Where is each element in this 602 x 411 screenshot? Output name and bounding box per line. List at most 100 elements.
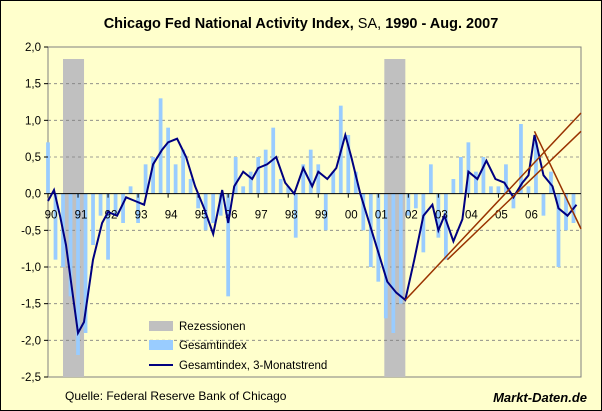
monthly-bar — [534, 142, 538, 194]
monthly-bar — [413, 193, 418, 209]
title-sa: SA, — [358, 16, 381, 32]
legend-label-trend: Gesamtindex, 3-Monatstrend — [179, 360, 327, 372]
monthly-bar — [519, 124, 523, 194]
trendline — [446, 130, 582, 261]
monthly-bar — [421, 193, 426, 253]
monthly-bar — [173, 164, 178, 194]
monthly-bar — [331, 171, 336, 194]
monthly-bar — [376, 193, 381, 282]
monthly-bar — [53, 193, 58, 260]
monthly-bar — [98, 193, 103, 216]
monthly-bar — [451, 179, 456, 194]
y-tick-label: 2,0 — [25, 42, 41, 54]
monthly-bar — [398, 193, 403, 304]
source-note: Quelle: Federal Reserve Bank of Chicago — [65, 389, 287, 403]
monthly-bar — [308, 149, 313, 194]
y-tick-label: 1,0 — [25, 115, 41, 127]
monthly-bar — [474, 171, 478, 194]
monthly-bar — [136, 193, 140, 223]
monthly-bar — [459, 157, 463, 194]
monthly-bar — [263, 149, 268, 194]
trend-line — [47, 131, 578, 337]
monthly-bar — [241, 186, 246, 194]
y-tick-label: -1,5 — [21, 299, 41, 311]
y-tick-label: -0,5 — [21, 225, 41, 237]
monthly-bar — [391, 193, 396, 333]
monthly-bar — [443, 193, 448, 260]
legend-label-recessions: Rezessionen — [179, 321, 245, 333]
monthly-bar — [323, 193, 328, 231]
x-tick-label: 93 — [135, 210, 148, 222]
monthly-bar — [436, 193, 441, 238]
y-tick-label: 1,5 — [25, 79, 41, 91]
monthly-bar — [248, 171, 253, 194]
monthly-bar — [106, 193, 110, 260]
monthly-bar — [76, 193, 80, 355]
legend: Rezessionen Gesamtindex Gesamtindex, 3-M… — [149, 321, 327, 372]
x-tick-label: 99 — [315, 210, 328, 222]
monthly-bar — [481, 157, 486, 194]
monthly-bar — [83, 193, 88, 333]
x-tick-label: 91 — [75, 210, 88, 222]
monthly-bar — [541, 193, 546, 216]
x-tick-label: 01 — [375, 210, 388, 222]
y-tick-label: -2,5 — [21, 372, 41, 384]
monthly-bar — [406, 193, 411, 216]
monthly-bar — [526, 186, 531, 194]
monthly-bar — [226, 193, 231, 297]
x-tick-label: 94 — [165, 210, 178, 222]
title-main: Chicago Fed National Activity Index, — [104, 16, 354, 32]
monthly-bar — [504, 164, 508, 194]
monthly-bar — [68, 193, 73, 297]
chart-title: Chicago Fed National Activity Index, SA,… — [104, 16, 499, 32]
monthly-bar — [188, 179, 193, 194]
monthly-bar — [233, 157, 238, 194]
trendline — [533, 131, 582, 230]
x-tick-label: 90 — [45, 210, 58, 222]
x-tick-label: 05 — [495, 210, 508, 222]
title-range: 1990 - Aug. 2007 — [385, 16, 498, 32]
y-tick-label: -1,0 — [21, 262, 41, 274]
monthly-bar — [316, 164, 321, 194]
monthly-bar — [158, 98, 163, 194]
monthly-bar — [428, 164, 433, 194]
monthly-bar — [361, 193, 366, 231]
legend-swatch-recessions — [149, 321, 173, 331]
monthly-bar — [286, 186, 291, 194]
monthly-bar — [511, 193, 516, 209]
monthly-bar — [151, 157, 155, 194]
monthly-bar — [489, 186, 493, 194]
monthly-bar — [181, 149, 186, 194]
x-tick-label: 02 — [405, 210, 418, 222]
monthly-bar — [496, 186, 501, 194]
monthly-bar — [549, 171, 553, 194]
x-tick-label: 97 — [255, 210, 268, 222]
monthly-bars — [46, 98, 576, 355]
x-tick-label: 00 — [345, 210, 358, 222]
y-axis-ticks: 2,0 1,5 1,0 0,5 0,0 -0,5 -1,0 -1,5 -2,0 -2,5 — [21, 42, 48, 384]
monthly-bar — [91, 193, 95, 245]
monthly-bar — [383, 193, 388, 319]
monthly-bar — [466, 142, 471, 194]
monthly-bar — [353, 171, 358, 194]
monthly-bar — [556, 193, 561, 267]
trendline — [404, 112, 582, 301]
brand-label: Markt-Daten.de — [493, 390, 587, 405]
x-tick-label: 95 — [195, 210, 208, 222]
y-tick-label: -2,0 — [21, 335, 41, 347]
monthly-bar — [301, 164, 306, 194]
technical-trendlines — [404, 112, 582, 301]
monthly-bar — [278, 179, 283, 194]
monthly-bar — [218, 193, 223, 216]
monthly-bar — [564, 193, 568, 231]
x-tick-label: 04 — [465, 210, 478, 222]
monthly-bar — [196, 193, 201, 209]
monthly-bar — [166, 127, 170, 194]
monthly-bar — [128, 186, 133, 194]
monthly-bar — [211, 193, 216, 223]
legend-swatch-monthly — [149, 340, 173, 350]
x-tick-label: 06 — [525, 210, 538, 222]
monthly-bar — [143, 164, 148, 194]
